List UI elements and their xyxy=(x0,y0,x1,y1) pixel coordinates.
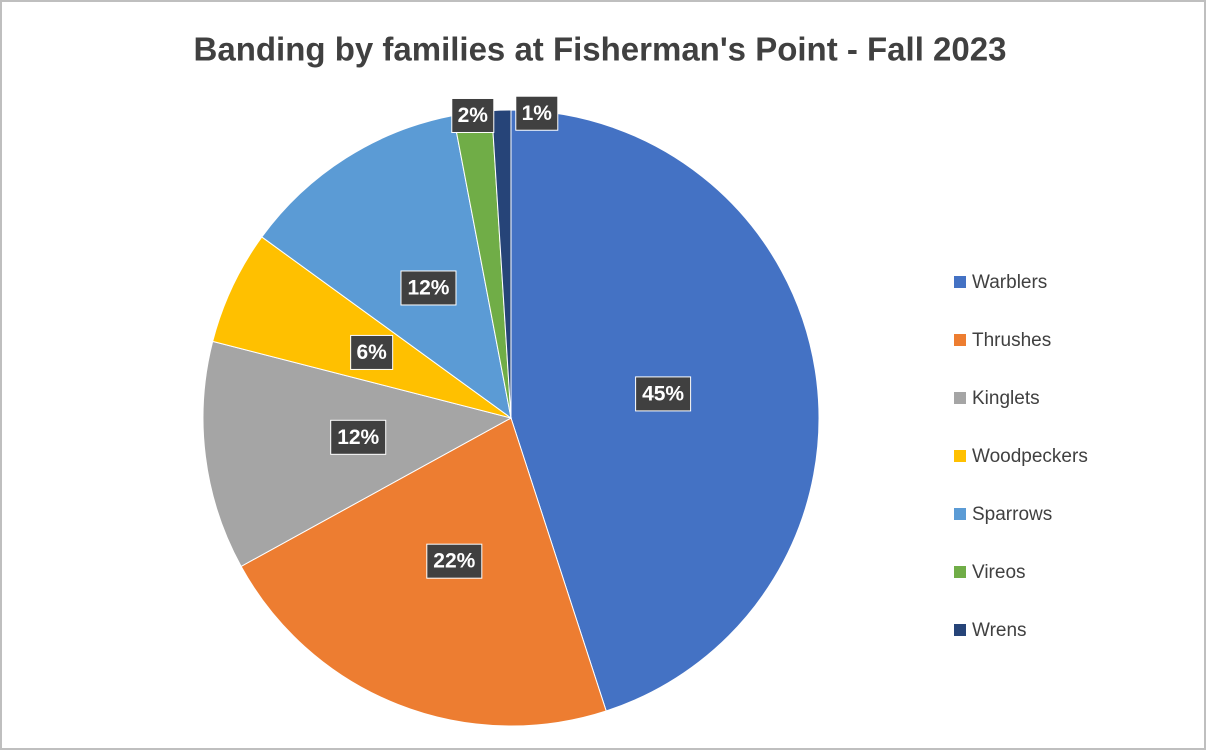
legend-label: Thrushes xyxy=(972,330,1051,351)
legend-swatch xyxy=(954,334,966,346)
legend-label: Sparrows xyxy=(972,504,1052,525)
data-label-box xyxy=(330,419,387,455)
data-label-box xyxy=(426,543,483,579)
legend-label: Kinglets xyxy=(972,388,1040,409)
data-label-box xyxy=(635,376,692,412)
data-label-box xyxy=(350,334,394,370)
legend-swatch xyxy=(954,392,966,404)
legend-swatch xyxy=(954,450,966,462)
legend-label: Vireos xyxy=(972,562,1026,583)
legend-swatch xyxy=(954,276,966,288)
data-label-box xyxy=(515,95,559,131)
data-label: 6% xyxy=(356,341,387,364)
data-label: 22% xyxy=(433,550,475,573)
data-label: 1% xyxy=(522,102,553,125)
legend-swatch xyxy=(954,508,966,520)
data-label: 45% xyxy=(642,382,684,405)
data-label: 2% xyxy=(458,104,489,127)
legend-label: Wrens xyxy=(972,620,1027,641)
legend-label: Woodpeckers xyxy=(972,446,1088,467)
data-label-box xyxy=(400,270,457,306)
data-label-box xyxy=(451,97,495,133)
legend-swatch xyxy=(954,624,966,636)
pie-slice xyxy=(240,417,607,727)
legend-swatch xyxy=(954,566,966,578)
chart-title: Banding by families at Fisherman's Point… xyxy=(194,31,1007,68)
pie-slice xyxy=(261,114,512,420)
data-label: 12% xyxy=(407,277,449,300)
legend-label: Warblers xyxy=(972,272,1047,293)
data-label: 12% xyxy=(337,426,379,449)
